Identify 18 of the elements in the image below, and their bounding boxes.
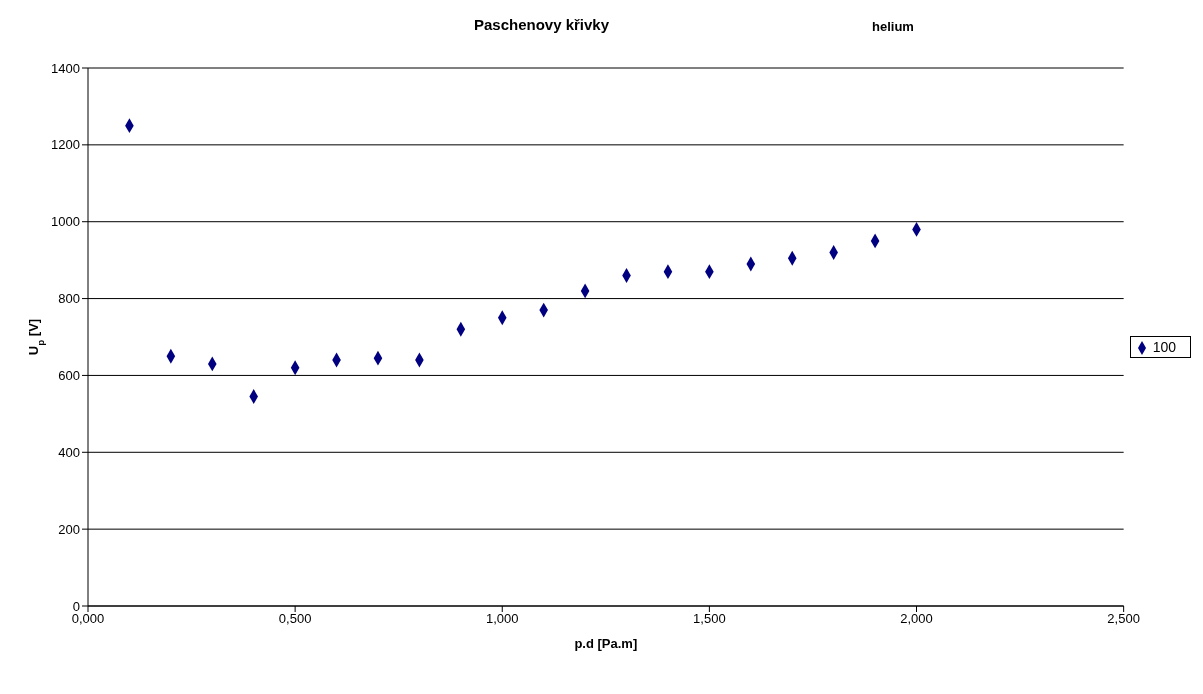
x-tick-label: 0,000: [71, 611, 105, 627]
y-tick-label: 800: [58, 291, 80, 307]
legend-label: 100: [1152, 338, 1176, 355]
y-tick-label: 1000: [51, 214, 80, 230]
chart-subtitle: helium: [872, 19, 914, 34]
x-tick-label: 0,500: [278, 611, 312, 627]
y-tick-label: 0: [72, 598, 80, 614]
y-tick-label: 1400: [51, 60, 80, 76]
y-tick-label: 600: [58, 368, 80, 384]
chart-title: Paschenovy křivky: [473, 16, 610, 33]
y-tick-label: 400: [58, 444, 80, 460]
y-tick-label: 1200: [51, 137, 80, 153]
x-tick-label: 2,500: [1107, 611, 1140, 627]
y-tick-label: 200: [58, 521, 80, 537]
x-tick-label: 2,000: [900, 611, 933, 627]
x-axis-title: p.d [Pa.m]: [574, 636, 638, 651]
x-tick-label: 1,500: [693, 611, 726, 627]
x-tick-label: 1,000: [485, 611, 519, 627]
